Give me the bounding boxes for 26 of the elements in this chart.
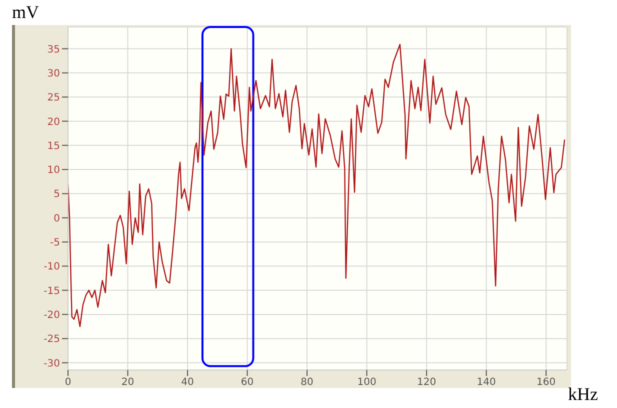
x-tick-label: 80 (300, 377, 314, 388)
y-tick-label: -5 (50, 238, 60, 249)
x-axis-title: kHz (568, 384, 598, 405)
y-tick-label: 15 (47, 140, 60, 152)
x-tick-label: 60 (240, 377, 254, 388)
x-tick-label: 40 (181, 377, 194, 388)
y-tick-label: -30 (44, 358, 60, 370)
y-tick-label: 20 (47, 116, 60, 128)
y-tick-label: -10 (44, 262, 60, 273)
y-tick-label: -20 (44, 310, 60, 321)
x-tick-label: 0 (64, 377, 72, 388)
y-axis-title: mV (12, 2, 39, 23)
y-tick-label: 5 (54, 189, 60, 200)
y-tick-label: 35 (47, 44, 60, 56)
line-series (68, 44, 566, 328)
y-tick-label: 30 (47, 68, 60, 80)
y-tick-label: 10 (47, 165, 60, 176)
y-tick-label: -25 (44, 334, 60, 346)
y-tick-label: -15 (44, 286, 60, 297)
x-tick-label: 140 (476, 377, 496, 388)
y-tick-label: 25 (47, 92, 60, 104)
y-tick-label: 0 (54, 213, 60, 224)
x-tick-label: 160 (536, 377, 556, 388)
x-tick-label: 20 (121, 377, 134, 388)
x-tick-label: 120 (417, 377, 436, 388)
x-tick-label: 100 (357, 377, 376, 388)
